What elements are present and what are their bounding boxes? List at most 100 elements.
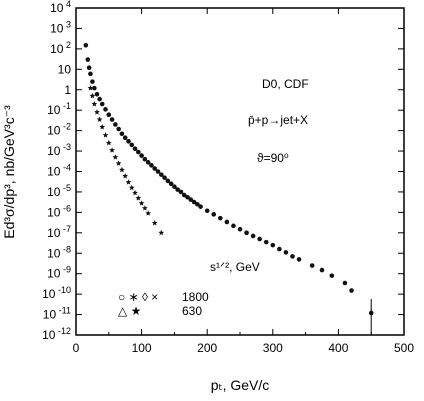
data-point-1800 (149, 163, 154, 168)
data-point-1800 (83, 42, 89, 48)
legend-630-symbols: △ ★ (118, 304, 141, 318)
data-point-1800 (94, 91, 100, 97)
x-tick-label: 100 (132, 341, 152, 355)
data-point-1800 (86, 65, 92, 70)
plot-frame (75, 7, 405, 336)
data-point-630 (119, 166, 125, 173)
x-tick-label: 200 (197, 341, 217, 355)
y-tick-label: 10 -2 (47, 122, 71, 138)
y-tick-label: 10 3 (50, 19, 71, 35)
data-point-1800 (119, 131, 125, 137)
data-point-1800 (113, 122, 118, 127)
data-point-1800 (85, 57, 91, 62)
x-tick-label: 300 (263, 341, 283, 355)
y-axis: 10 4 10 3 10 2 10 1 10 -1 10 -2 10 -3 10 -4 10 -5… (42, 0, 404, 342)
data-point-1800 (97, 96, 102, 102)
data-point-1800 (231, 223, 236, 229)
data-point-630 (89, 92, 96, 99)
data-point-1800 (283, 250, 289, 255)
data-point-1800 (188, 197, 194, 202)
legend-630-value: 630 (182, 304, 202, 318)
y-tick-label: 10 (58, 62, 72, 76)
y-tick-label: 10 -4 (47, 163, 71, 179)
annotation-angle: ϑ=90⁰ (257, 151, 289, 165)
y-tick-label: 10 -3 (47, 142, 71, 158)
data-point-630 (151, 220, 158, 226)
data-point-1800 (129, 142, 135, 148)
annotation-energy-label: s¹ᐟ², GeV (210, 260, 260, 274)
data-point-1800 (349, 288, 354, 293)
y-tick-label: 10 -10 (42, 285, 71, 301)
data-point-1800 (244, 230, 249, 236)
data-point-630 (138, 200, 145, 206)
y-tick-label: 10 -11 (43, 306, 71, 322)
data-point-1800 (296, 257, 302, 262)
data-point-1800 (342, 280, 348, 286)
legend-1800-symbols: ○ ∗ ◊ × (118, 290, 158, 304)
data-point-1800 (88, 71, 93, 77)
data-point-630 (94, 109, 100, 115)
data-point-1800 (145, 160, 151, 165)
data-point-630 (142, 205, 148, 211)
data-point-1800 (109, 117, 115, 122)
data-point-630 (125, 179, 132, 185)
data-point-1800 (277, 246, 282, 252)
x-tick-label: 500 (394, 341, 414, 355)
data-point-1800 (122, 135, 128, 141)
y-tick-label: 10 -8 (47, 244, 71, 260)
data-point-1800 (116, 126, 121, 132)
data-point-1800 (99, 101, 105, 107)
data-point-1800 (309, 263, 315, 268)
data-point-1800 (175, 187, 180, 192)
data-point-1800 (204, 208, 210, 214)
data-point-1800 (90, 79, 95, 84)
data-point-1800 (103, 107, 108, 112)
y-tick-label: 10 4 (50, 0, 71, 15)
data-point-1800 (126, 139, 131, 144)
data-point-630 (158, 229, 165, 236)
data-point-1800 (136, 149, 141, 155)
data-point-630 (109, 147, 115, 153)
data-point-630 (122, 173, 129, 179)
y-tick-label: 10 -12 (42, 326, 71, 342)
data-point-1800 (270, 242, 276, 248)
y-tick-label: 1 (64, 83, 71, 97)
data-point-630 (128, 184, 135, 191)
data-point-1800 (158, 172, 164, 177)
data-point-1800 (185, 194, 190, 200)
data-point-1800 (191, 199, 197, 205)
data-point-1800 (263, 239, 269, 245)
data-point-630 (102, 132, 109, 138)
data-point-630 (96, 116, 103, 122)
data-point-1800 (218, 215, 223, 221)
data-point-1800 (178, 189, 184, 195)
data-point-1800 (319, 267, 325, 273)
data-point-1800 (250, 233, 256, 239)
data-point-1800 (329, 273, 335, 278)
data-point-1800 (290, 254, 295, 259)
y-tick-label: 10 -5 (47, 183, 71, 199)
data-point-1800 (237, 226, 243, 232)
data-point-630 (91, 101, 98, 107)
data-point-1800 (139, 153, 144, 158)
x-axis: 0 100 200 300 400 500 (73, 8, 414, 355)
data-point-1800 (162, 175, 167, 180)
data-point-630 (87, 85, 94, 91)
data-point-1800 (224, 219, 230, 225)
data-point-1800 (92, 85, 97, 91)
y-tick-label: 10 -9 (47, 265, 71, 281)
y-axis-title: Ed³σ/dp³, nb/GeV³c⁻³ (1, 105, 17, 239)
x-tick-label: 0 (73, 341, 80, 355)
x-axis-title: pₜ, GeV/c (211, 377, 270, 393)
data-point-1800 (152, 166, 158, 171)
data-point-630 (135, 195, 142, 201)
data-point-1800 (165, 178, 171, 184)
data-points (83, 42, 374, 335)
data-point-1800 (198, 204, 203, 209)
data-point-1800 (106, 112, 112, 118)
data-point-1800 (168, 181, 174, 187)
data-point-630 (115, 160, 122, 166)
annotation-experiment: D0, CDF (262, 77, 309, 91)
y-tick-label: 10 -6 (47, 203, 71, 219)
data-point-630 (145, 210, 152, 216)
